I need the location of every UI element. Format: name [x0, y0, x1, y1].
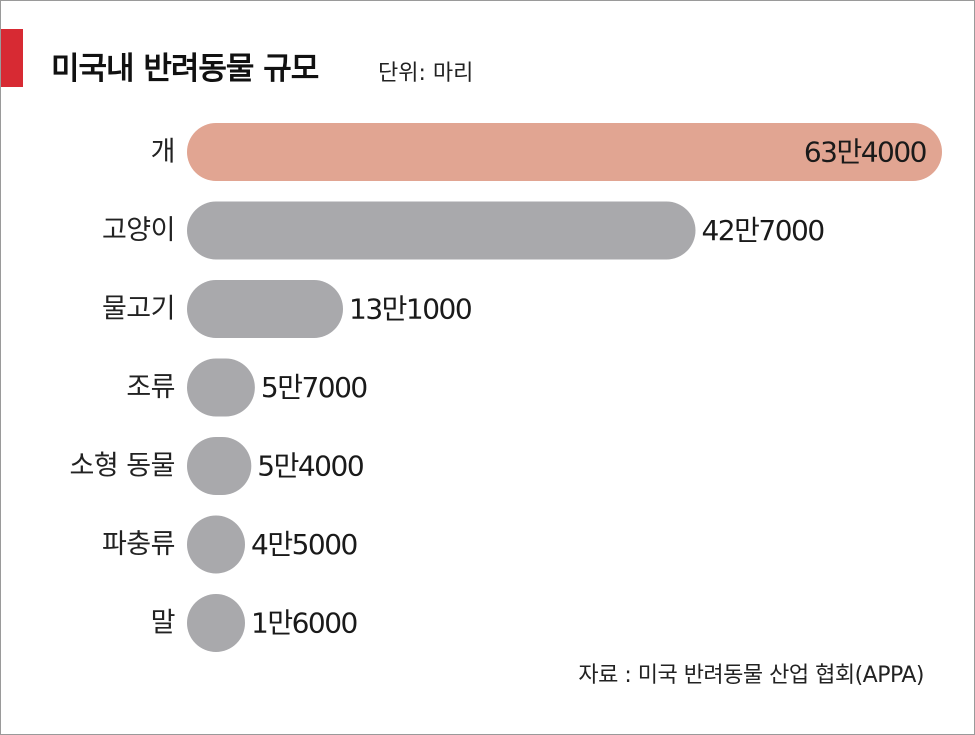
bar-5 — [187, 515, 245, 574]
category-label-2: 물고기 — [102, 294, 175, 325]
category-label-1: 고양이 — [102, 215, 175, 246]
value-label-5: 4만5000 — [251, 528, 357, 561]
category-label-0: 개 — [151, 137, 175, 168]
category-label-6: 말 — [151, 608, 175, 639]
category-label-3: 조류 — [126, 372, 175, 403]
value-label-3: 5만7000 — [261, 371, 367, 404]
bars-layer: 개 63만4000 고양이 42만7000 물고기 13만1000 조류 5만7000 소형 동… — [70, 123, 942, 652]
category-label-5: 파충류 — [102, 529, 175, 560]
title-accent-bar — [1, 29, 23, 87]
value-label-6: 1만6000 — [251, 607, 357, 640]
bar-4 — [187, 437, 252, 495]
value-label-0: 63만4000 — [804, 136, 926, 169]
bar-2 — [187, 280, 344, 338]
bar-1 — [187, 201, 696, 260]
source-note: 자료 : 미국 반려동물 산업 협회(APPA) — [578, 663, 924, 688]
unit-label: 단위: 마리 — [378, 61, 474, 86]
value-label-2: 13만1000 — [349, 293, 471, 326]
bar-3 — [187, 358, 255, 417]
bar-6 — [187, 594, 245, 652]
category-label-4: 소형 동물 — [70, 451, 175, 482]
chart-title: 미국내 반려동물 규모 — [51, 51, 319, 87]
value-label-4: 5만4000 — [257, 450, 363, 483]
bar-0 — [187, 123, 942, 181]
value-label-1: 42만7000 — [701, 214, 823, 247]
